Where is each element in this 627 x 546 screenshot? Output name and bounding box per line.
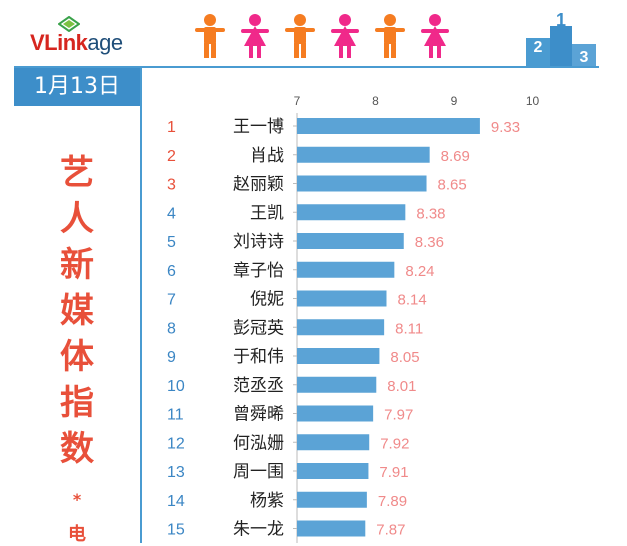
title-char: 体 — [60, 337, 94, 377]
podium-icon: 2 1 3 — [526, 12, 596, 68]
category-label: 杨紫 — [250, 491, 284, 511]
podium-third-block — [572, 44, 596, 68]
vlinkage-logo: VLinkage — [30, 16, 140, 62]
rank-label: 7 — [167, 292, 176, 309]
bar — [297, 290, 387, 307]
category-label: 王一博 — [233, 117, 284, 137]
male-figure-icon — [285, 14, 315, 58]
bar — [297, 348, 380, 364]
title-char: 指 — [60, 383, 94, 423]
logo-wordmark: VLinkage — [30, 30, 123, 56]
value-label: 8.69 — [441, 148, 470, 165]
value-label: 9.33 — [491, 119, 520, 136]
left-panel: 1月13日 艺 人 新 媒 体 指 数 * 电 — [14, 68, 142, 545]
x-tick-label: 10 — [526, 94, 540, 108]
bar — [297, 463, 369, 479]
logo-text-a: VLink — [30, 30, 88, 55]
male-figure-icon — [375, 14, 405, 58]
bar — [297, 491, 367, 508]
x-tick-label: 7 — [294, 94, 301, 108]
bar — [297, 319, 385, 336]
bar — [297, 520, 366, 537]
category-label: 于和伟 — [233, 347, 284, 367]
bar — [297, 434, 370, 451]
title-char: 媒 — [60, 291, 94, 331]
male-figure-icon — [195, 14, 225, 58]
podium-label-3: 3 — [580, 49, 589, 66]
bar — [297, 118, 480, 134]
x-tick-label: 8 — [372, 94, 379, 108]
value-label: 8.01 — [387, 378, 416, 395]
category-label: 肖战 — [250, 146, 284, 166]
date-badge: 1月13日 — [14, 68, 140, 106]
rank-label: 10 — [167, 378, 185, 395]
logo-diamond-icon — [58, 16, 80, 32]
rank-label: 12 — [167, 435, 185, 452]
value-label: 8.05 — [390, 349, 419, 366]
x-tick-label: 9 — [451, 94, 458, 108]
rank-label: 9 — [167, 349, 176, 366]
vertical-title: 艺 人 新 媒 体 指 数 — [14, 150, 140, 472]
female-figure-icon — [241, 14, 269, 58]
title-asterisk: * — [72, 490, 82, 509]
rank-label: 4 — [167, 205, 176, 222]
value-label: 7.87 — [376, 522, 405, 539]
category-label: 范丞丞 — [233, 376, 284, 396]
rank-label: 13 — [167, 464, 185, 481]
rank-label: 2 — [167, 148, 176, 165]
rank-label: 14 — [167, 493, 185, 510]
title-char: 新 — [60, 245, 94, 285]
header-divider — [14, 66, 599, 68]
title-char: 艺 — [60, 153, 94, 193]
value-label: 7.97 — [384, 407, 413, 424]
rank-label: 3 — [167, 177, 176, 194]
title-char: 数 — [60, 429, 94, 469]
value-label: 7.91 — [379, 464, 408, 481]
bar — [297, 376, 377, 393]
value-label: 8.14 — [397, 292, 426, 309]
rank-label: 6 — [167, 263, 176, 280]
rank-label: 8 — [167, 320, 176, 337]
podium-label-1: 1 — [556, 12, 566, 30]
bar — [297, 146, 430, 163]
podium-label-2: 2 — [534, 39, 543, 56]
category-label: 朱一龙 — [233, 520, 284, 540]
value-label: 8.65 — [438, 177, 467, 194]
value-label: 8.24 — [405, 263, 434, 280]
category-label: 曾舜晞 — [233, 405, 284, 425]
bar — [297, 405, 374, 422]
rank-label: 11 — [167, 407, 184, 424]
category-label: 何泓姗 — [233, 433, 284, 453]
bar — [297, 233, 404, 249]
value-label: 7.92 — [380, 435, 409, 452]
value-label: 8.11 — [395, 320, 423, 337]
female-figure-icon — [331, 14, 359, 58]
value-label: 8.36 — [415, 234, 444, 251]
category-label: 周一围 — [233, 462, 284, 482]
value-label: 8.38 — [416, 205, 445, 222]
category-label: 刘诗诗 — [233, 232, 284, 252]
rank-label: 5 — [167, 234, 176, 251]
people-figures — [195, 14, 449, 58]
female-figure-icon — [421, 14, 449, 58]
category-label: 赵丽颖 — [233, 175, 284, 195]
subtitle-partial: 电 — [68, 524, 86, 545]
category-label: 章子怡 — [233, 261, 284, 281]
logo-text-b: age — [87, 30, 123, 55]
bar — [297, 175, 427, 192]
bar — [297, 204, 406, 221]
rank-label: 1 — [167, 119, 176, 136]
podium-first-block — [550, 26, 572, 68]
category-label: 王凯 — [250, 203, 284, 223]
category-label: 倪妮 — [250, 290, 284, 310]
value-label: 7.89 — [378, 493, 407, 510]
podium-second-block — [526, 38, 550, 68]
category-label: 彭冠英 — [233, 318, 284, 338]
rank-label: 15 — [167, 522, 185, 539]
bar — [297, 261, 395, 278]
title-char: 人 — [60, 199, 94, 239]
